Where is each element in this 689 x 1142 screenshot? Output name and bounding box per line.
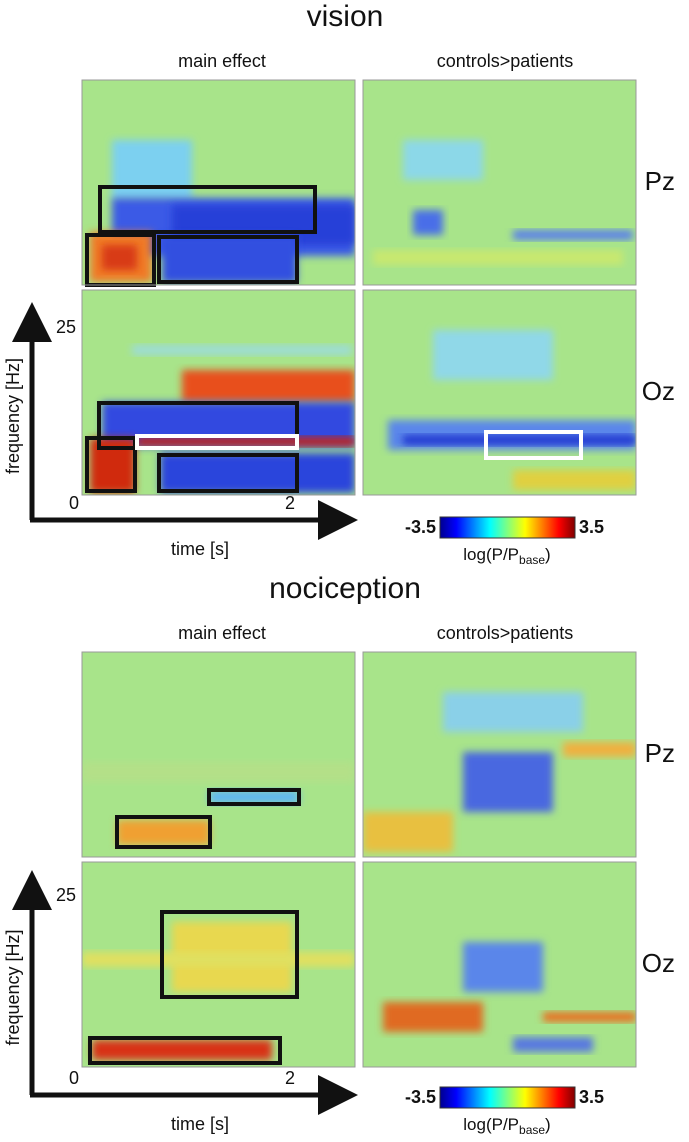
column-label: controls>patients bbox=[437, 623, 574, 643]
highlight-box bbox=[484, 430, 583, 460]
label-sub: base bbox=[519, 1123, 545, 1137]
heatmap bbox=[81, 79, 356, 287]
heatmap bbox=[362, 79, 637, 286]
heatmap-body bbox=[82, 652, 355, 857]
heatmap-blob bbox=[112, 140, 192, 200]
heatmap-blob bbox=[463, 752, 553, 812]
heatmap-body bbox=[363, 652, 636, 857]
heatmap-body bbox=[82, 80, 355, 285]
highlight-box bbox=[135, 434, 299, 450]
heatmap-blob bbox=[92, 1040, 272, 1060]
colorbar-max: 3.5 bbox=[579, 1087, 604, 1107]
origin-label: 0 bbox=[69, 1068, 79, 1088]
heatmap-frame bbox=[362, 79, 637, 286]
heatmap-frame bbox=[362, 651, 637, 858]
heatmap-blob bbox=[162, 235, 297, 283]
heatmap-blob bbox=[209, 790, 299, 804]
section-title: vision bbox=[307, 0, 384, 33]
heatmap-blob bbox=[403, 140, 483, 180]
x-axis-label: time [s] bbox=[171, 1114, 229, 1134]
origin-label: 0 bbox=[69, 493, 79, 513]
colorbar-label: log(P/Pbase) bbox=[463, 1115, 550, 1137]
heatmap-blob bbox=[117, 820, 210, 845]
colorbar-min: -3.5 bbox=[405, 1087, 436, 1107]
y-tick-label: 25 bbox=[56, 885, 76, 905]
heatmap-frame bbox=[362, 861, 637, 1068]
heatmap-blob bbox=[132, 345, 352, 355]
y-tick-label: 25 bbox=[56, 317, 76, 337]
column-label: controls>patients bbox=[437, 51, 574, 71]
heatmap-blob bbox=[413, 210, 443, 235]
heatmap-blob bbox=[443, 692, 583, 732]
heatmap-blob bbox=[182, 370, 355, 402]
heatmap-body bbox=[363, 290, 636, 495]
colorbar-label: log(P/Pbase) bbox=[463, 545, 550, 567]
heatmap-blob bbox=[513, 230, 633, 240]
heatmap-blob bbox=[433, 330, 553, 380]
label-main: log(P/P bbox=[463, 545, 519, 564]
heatmap-blob bbox=[463, 942, 543, 992]
y-axis-label: frequency [Hz] bbox=[3, 358, 23, 474]
heatmap bbox=[362, 861, 637, 1068]
label-sub: base bbox=[519, 553, 545, 567]
heatmap-blob bbox=[563, 742, 636, 757]
highlight-box bbox=[207, 788, 301, 806]
heatmap-blob bbox=[373, 250, 623, 265]
heatmap-frame bbox=[362, 289, 637, 496]
heatmap-blob bbox=[82, 952, 355, 967]
heatmap-frame bbox=[81, 651, 356, 858]
y-axis-label: frequency [Hz] bbox=[3, 929, 23, 1045]
highlight-box bbox=[88, 1036, 282, 1065]
heatmap-blob bbox=[383, 1002, 483, 1032]
heatmap-blob bbox=[403, 435, 636, 445]
heatmap-body bbox=[363, 862, 636, 1067]
heatmap-body bbox=[82, 862, 355, 1067]
label-suffix: ) bbox=[545, 545, 551, 564]
heatmap-bg bbox=[363, 290, 636, 495]
colorbar bbox=[439, 1086, 576, 1109]
x-tick-label: 2 bbox=[285, 493, 295, 513]
heatmap-frame bbox=[81, 79, 356, 286]
section-title: nociception bbox=[269, 572, 421, 605]
colorbar-min: -3.5 bbox=[405, 517, 436, 537]
heatmap-blob bbox=[363, 812, 453, 852]
heatmap-blob bbox=[102, 245, 137, 270]
heatmap-frame bbox=[81, 861, 356, 1068]
heatmap-blob bbox=[82, 762, 355, 782]
highlight-box bbox=[160, 910, 299, 999]
heatmap-blob bbox=[160, 453, 355, 493]
row-label: Oz bbox=[642, 376, 675, 406]
highlight-box bbox=[157, 235, 299, 284]
colorbar-max: 3.5 bbox=[579, 517, 604, 537]
heatmap bbox=[362, 289, 637, 496]
heatmap-blob bbox=[137, 437, 355, 446]
heatmap-frame bbox=[81, 289, 356, 496]
label-main: log(P/P bbox=[463, 1115, 519, 1134]
highlight-box bbox=[157, 453, 299, 493]
highlight-box bbox=[115, 815, 212, 849]
heatmap-blob bbox=[543, 1012, 636, 1022]
row-label: Pz bbox=[645, 738, 675, 768]
row-label: Oz bbox=[642, 948, 675, 978]
highlight-box bbox=[98, 185, 317, 234]
heatmap-blob bbox=[513, 470, 636, 490]
row-label: Pz bbox=[645, 166, 675, 196]
heatmap bbox=[81, 651, 356, 858]
column-label: main effect bbox=[178, 51, 266, 71]
colorbar bbox=[439, 516, 576, 539]
column-label: main effect bbox=[178, 623, 266, 643]
x-axis-label: time [s] bbox=[171, 539, 229, 559]
heatmap-body bbox=[363, 80, 636, 285]
heatmap bbox=[81, 289, 356, 496]
heatmap-blob bbox=[513, 1037, 593, 1052]
heatmap-body bbox=[82, 290, 355, 495]
x-tick-label: 2 bbox=[285, 1068, 295, 1088]
heatmap bbox=[362, 651, 637, 858]
label-suffix: ) bbox=[545, 1115, 551, 1134]
heatmap bbox=[81, 861, 356, 1068]
highlight-box bbox=[85, 436, 137, 493]
